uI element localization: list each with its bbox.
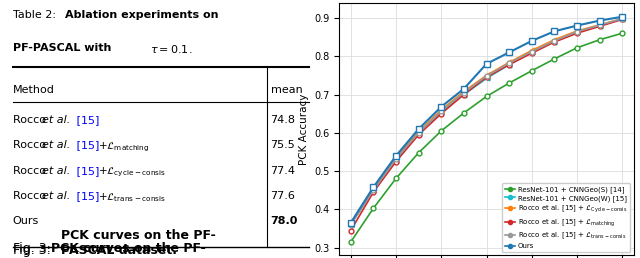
Text: 74.8: 74.8 — [271, 115, 296, 125]
Text: 77.4: 77.4 — [271, 166, 296, 176]
Text: $+ \mathcal{L}_{\mathrm{trans-consis}}$: $+ \mathcal{L}_{\mathrm{trans-consis}}$ — [97, 191, 165, 204]
Text: Fig. 3:: Fig. 3: — [13, 244, 54, 257]
Text: [15]: [15] — [73, 140, 99, 150]
Text: 77.6: 77.6 — [271, 191, 296, 201]
Text: mean: mean — [271, 85, 302, 95]
Text: Rocco: Rocco — [13, 140, 49, 150]
Y-axis label: PCK Accuracy: PCK Accuracy — [299, 93, 308, 165]
Text: [15]: [15] — [73, 166, 99, 176]
Text: PCK curves on the PF-
PASCAL dataset.: PCK curves on the PF- PASCAL dataset. — [61, 229, 216, 257]
Text: 78.0: 78.0 — [271, 216, 298, 226]
Text: $+ \mathcal{L}_{\mathrm{cycle-consis}}$: $+ \mathcal{L}_{\mathrm{cycle-consis}}$ — [97, 166, 165, 179]
Text: $\tau = 0.1.$: $\tau = 0.1.$ — [150, 43, 193, 55]
Text: $+ \mathcal{L}_{\mathrm{matching}}$: $+ \mathcal{L}_{\mathrm{matching}}$ — [97, 140, 149, 154]
Text: PF-PASCAL with: PF-PASCAL with — [13, 43, 115, 53]
Text: Method: Method — [13, 85, 54, 95]
Text: et al.: et al. — [42, 166, 70, 176]
Text: Rocco: Rocco — [13, 166, 49, 176]
Text: et al.: et al. — [42, 191, 70, 201]
Text: Ablation experiments on: Ablation experiments on — [65, 10, 219, 20]
Text: et al.: et al. — [42, 115, 70, 125]
Text: PCK curves on the PF-: PCK curves on the PF- — [51, 243, 206, 255]
Text: 75.5: 75.5 — [271, 140, 295, 150]
Text: Rocco: Rocco — [13, 191, 49, 201]
Text: [15]: [15] — [73, 115, 99, 125]
Legend: ResNet-101 + CNNGeo(S) [14], ResNet-101 + CNNGeo(W) [15], Rocco et al. [15] + $\: ResNet-101 + CNNGeo(S) [14], ResNet-101 … — [502, 183, 630, 252]
Text: Table 2:: Table 2: — [13, 10, 59, 20]
Text: [15]: [15] — [73, 191, 99, 201]
Text: Fig. 3:: Fig. 3: — [13, 243, 54, 255]
Text: Ours: Ours — [13, 216, 39, 226]
Text: Rocco: Rocco — [13, 115, 49, 125]
Text: et al.: et al. — [42, 140, 70, 150]
